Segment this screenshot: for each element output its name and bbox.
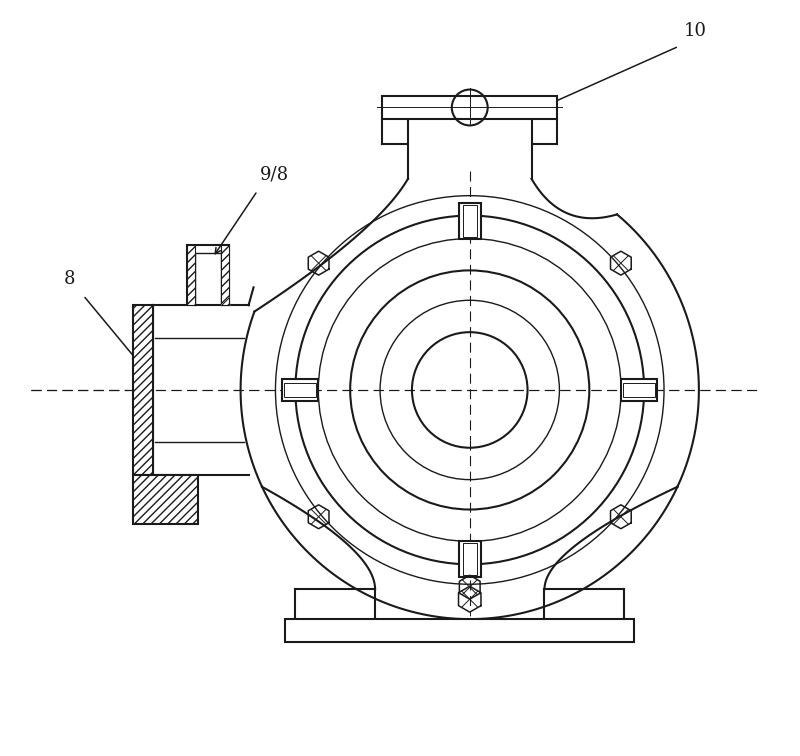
Bar [382,96,558,119]
Polygon shape [221,297,229,305]
Bar [462,544,477,575]
Bar [282,379,318,401]
Text: 10: 10 [684,22,707,40]
Bar [286,619,634,642]
Bar [285,383,316,397]
Text: 9/8: 9/8 [259,166,289,184]
Bar [458,541,481,578]
Bar [458,203,481,238]
Bar [462,205,477,237]
Polygon shape [221,297,229,305]
Bar [623,383,655,397]
Bar [133,475,198,525]
Bar [221,246,229,305]
Bar [186,246,194,305]
Text: 8: 8 [64,271,75,288]
Bar [133,305,153,475]
Bar [621,379,657,401]
